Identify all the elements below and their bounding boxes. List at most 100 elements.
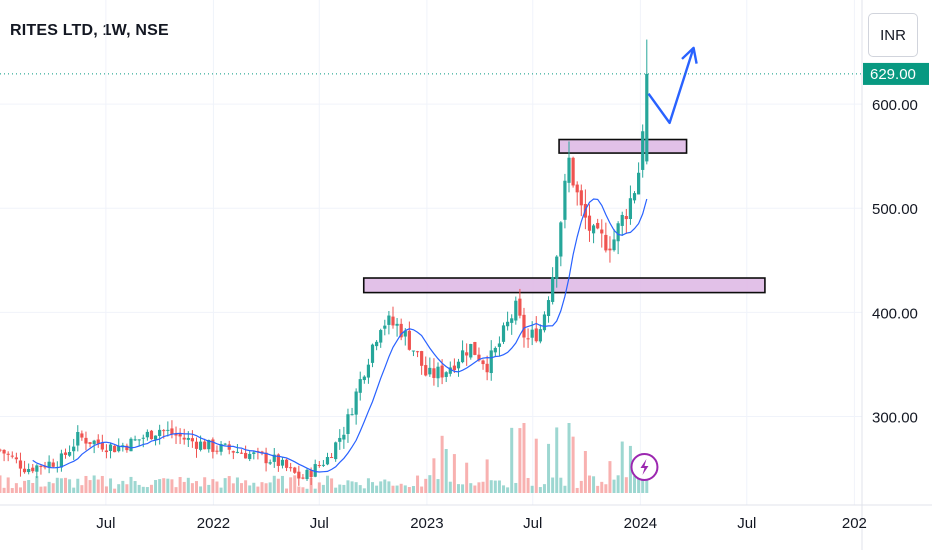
volume-bar [240,483,244,493]
candle-body [375,341,379,347]
candle-body [239,452,244,454]
candle-body [608,248,612,251]
candle-body [379,330,383,343]
volume-bar [628,445,632,493]
volume-bar [424,478,428,493]
volume-bar [231,483,235,493]
x-tick-label: Jul [310,515,329,532]
candle-body [248,453,252,460]
resistance-zones [362,138,766,294]
candle-body [84,437,88,444]
candle-body [18,460,23,469]
volume-bar [420,486,424,493]
moving-average-path [32,198,648,473]
volume-bar [76,478,80,493]
volume-bar [121,480,125,493]
candle-body [440,365,444,378]
y-axis: 300.00 400.00 500.00 600.00 [872,97,918,426]
volume-bar [436,479,440,493]
volume-bar [444,449,448,493]
volume-bar [481,481,485,493]
volume-bar [166,478,170,493]
volume-bar [317,482,321,493]
candle-body [108,444,113,451]
candle-body [604,234,608,251]
candle-body [6,453,10,455]
volume-bar [583,451,587,493]
candle-body [567,157,571,183]
candle-body [88,442,92,444]
volume-bar [448,481,452,493]
volume-bar [285,488,289,493]
candle-body [596,222,600,229]
candle-body [551,277,555,302]
candle-body [244,452,248,459]
volume-bar [10,488,14,493]
candle-body [465,352,469,356]
volume-bar [190,483,194,493]
volume-bar [645,478,649,493]
volume-bar [133,481,137,493]
candle-body [67,452,72,456]
candle-body [96,439,100,444]
candle-body [272,454,276,462]
volume-bar [489,480,493,493]
candle-body [534,328,538,342]
volume-bar [518,428,522,493]
candle-body [100,442,104,450]
candle-body [305,469,309,480]
volume-bar [301,487,305,493]
volume-bar [334,487,338,493]
volume-bar [227,476,231,493]
candle-body [612,239,616,251]
last-price-marker: 629.00 [0,62,929,85]
candle-body [571,157,575,186]
projection-line [647,47,695,125]
volume-bar [162,478,166,493]
volume-bar [182,481,186,493]
volume-bar [497,480,501,493]
volume-bar [215,481,219,493]
candle-body [252,452,256,454]
candle-body [72,446,76,452]
candle-body [137,439,141,441]
candle-body [63,452,68,455]
volume-bar [55,477,59,493]
candle-body [297,471,301,479]
candle-body [342,434,346,440]
candle-body [338,437,342,442]
volume-bar [371,482,375,493]
candle-body [477,354,481,361]
volume-bar [383,479,387,493]
currency-button[interactable]: INR [868,13,918,57]
volume-bar [362,488,366,493]
candle-body [194,441,199,449]
volume-bar [280,475,284,493]
volume-bar [92,475,96,493]
volume-bar [321,484,325,493]
volume-bar [522,423,526,493]
candle-body [501,325,506,342]
candle-body [489,350,493,374]
volume-bar [96,479,100,493]
candle-body [309,470,313,478]
x-tick-label: Jul [523,515,542,532]
volume-bar [80,485,84,493]
volume-bar [264,483,268,493]
candle-body [620,214,624,226]
candle-body [563,180,567,220]
y-tick-label: 500.00 [872,201,918,218]
volume-bar [293,475,297,493]
candle-body [141,437,145,439]
volume-bar [575,487,579,493]
volume-bar [600,481,604,493]
volume-bar [43,486,47,493]
candle-body [448,367,452,374]
volume-bar [330,478,334,493]
candle-body [469,344,473,358]
candle-body [510,318,514,323]
volume-bar [604,484,608,493]
candle-body [145,431,149,438]
volume-bar [6,477,10,493]
